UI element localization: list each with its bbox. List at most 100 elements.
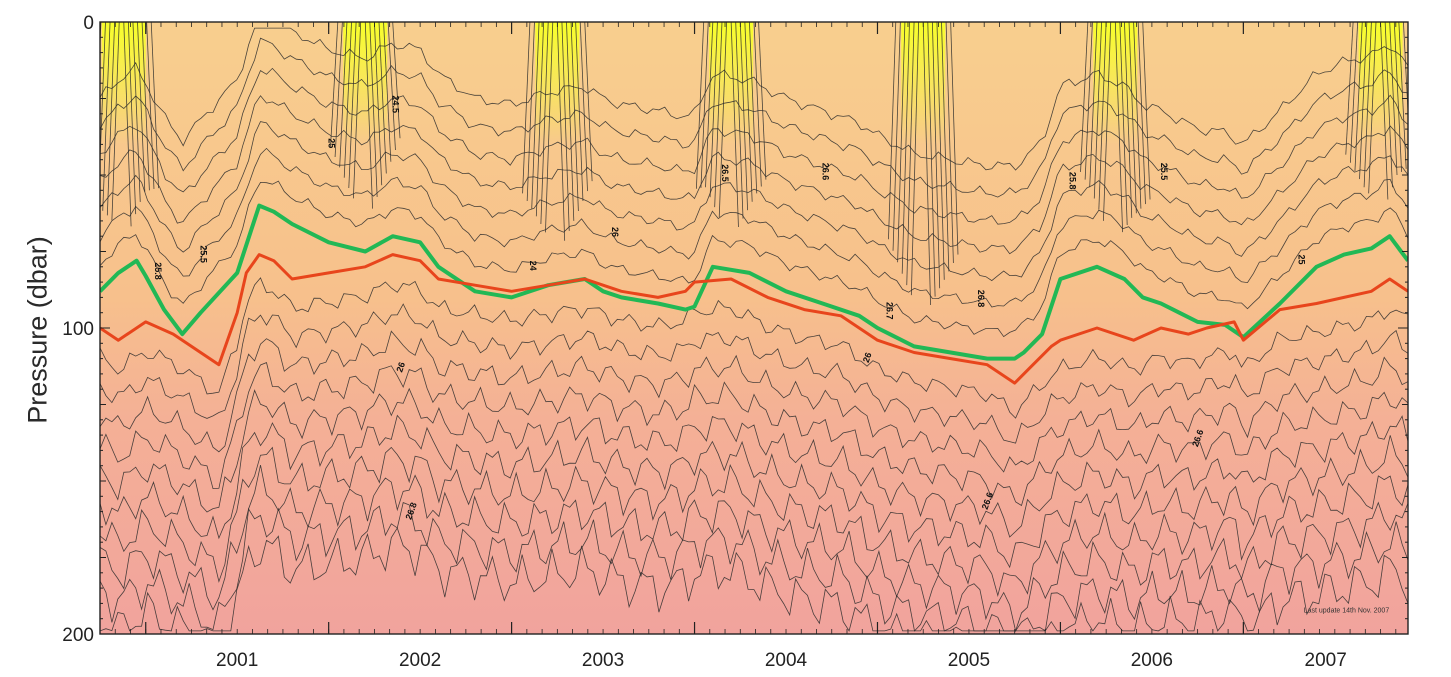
contour-line [705, 22, 714, 188]
contour-line [695, 22, 705, 189]
contour-line [749, 22, 758, 194]
contour-line [392, 22, 401, 139]
contour-line [709, 22, 718, 198]
contour-line [522, 22, 531, 194]
contour-line [352, 22, 362, 199]
contour-line [100, 446, 1408, 598]
update-note: Last update 14th Nov. 2007 [1304, 608, 1390, 615]
contour-label: 25 [1296, 255, 1306, 265]
contour-line [561, 22, 570, 231]
warm-surface-patch [535, 22, 580, 145]
contour-line [100, 95, 1408, 255]
y-tick-label: 200 [62, 625, 94, 646]
contour-line [330, 22, 339, 147]
contour-line [1354, 22, 1363, 171]
contour-line [89, 22, 96, 193]
contour-line [100, 180, 1408, 338]
contour-line [910, 22, 920, 296]
contour-line [100, 465, 1408, 633]
contour-line [718, 22, 727, 218]
contour-line [931, 22, 941, 289]
x-tick-label: 2003 [582, 650, 624, 671]
x-tick-label: 2001 [216, 650, 258, 671]
x-tick-label: 2002 [399, 650, 441, 671]
series-line-25.8 [100, 203, 1408, 361]
series-line-26 [100, 253, 1408, 385]
contour-line [1363, 22, 1372, 188]
contour-line [566, 22, 575, 221]
contour-line [1137, 22, 1146, 205]
contour-line [369, 22, 378, 197]
y-axis-label: Pressure (dbar) [22, 236, 53, 424]
contour-line [545, 22, 554, 233]
contour-lines [89, 22, 1408, 633]
contour-line [758, 22, 767, 180]
contour-line [100, 330, 1408, 473]
contour-line [100, 502, 1408, 632]
warm-surface-patch [1358, 22, 1403, 145]
contour-line [383, 22, 392, 162]
contour-line [364, 22, 373, 209]
warm-surface-patch [1093, 22, 1138, 145]
contour-line [744, 22, 753, 202]
contour-line [1133, 22, 1142, 209]
contour-line [1380, 22, 1389, 200]
contour-label: 25 [327, 138, 337, 148]
contour-line [137, 22, 146, 192]
contour-line [100, 27, 1408, 171]
contour-line [936, 22, 945, 280]
contour-line [100, 277, 1408, 419]
contour-line [141, 22, 150, 191]
contour-line [1124, 22, 1133, 218]
contour-line [343, 22, 352, 178]
contour-line [735, 22, 744, 219]
contour-label: 24.5 [391, 95, 401, 113]
contour-line [922, 22, 931, 306]
x-tick-label: 2005 [948, 650, 990, 671]
contour-line [540, 22, 549, 224]
x-tick-label: 2007 [1305, 650, 1347, 671]
x-tick-label: 2004 [765, 650, 808, 671]
contour-line [1098, 22, 1107, 210]
contour-line [897, 22, 906, 263]
contour-line [1089, 22, 1098, 188]
contour-line [1128, 22, 1137, 214]
contour-line [1114, 22, 1124, 233]
contour-line [127, 22, 137, 215]
contour-line [1349, 22, 1359, 163]
contour-line [348, 22, 357, 189]
contour-labels: 25.8 25.5 25 24.5 24 26 26.5 26.6 26.7 26.8 25.8 25… [153, 95, 1306, 521]
contour-line [1393, 22, 1402, 172]
contour-line [100, 67, 1408, 225]
contour-line [1142, 22, 1151, 200]
contour-line [556, 22, 566, 241]
contour-line [1359, 22, 1368, 180]
contour-line [892, 22, 901, 251]
contour-line [100, 37, 1408, 198]
x-tick-label: 2006 [1131, 650, 1173, 671]
contour-line [753, 22, 762, 187]
contour-line [927, 22, 936, 297]
contour-line [1103, 22, 1112, 221]
contour-line [901, 22, 910, 274]
contour-line [1384, 22, 1393, 188]
warm-surface-patch [709, 22, 754, 145]
contour-line [100, 362, 1408, 507]
contour-line [1084, 22, 1093, 180]
contour-label: 25.8 [153, 262, 163, 280]
contour-line [106, 22, 116, 216]
contour-line [575, 22, 584, 202]
y-tick-label: 0 [83, 13, 94, 34]
contour-line [100, 527, 1408, 632]
contour-line [1398, 22, 1407, 169]
contour-line [579, 22, 588, 192]
contour-line [378, 22, 387, 174]
contour-line [334, 22, 343, 158]
contour-line [132, 22, 141, 202]
contour-line [906, 22, 915, 286]
contour-line [111, 22, 120, 221]
contour-label: 26 [394, 361, 407, 374]
contour-line [100, 303, 1408, 444]
contour-line [584, 22, 593, 182]
